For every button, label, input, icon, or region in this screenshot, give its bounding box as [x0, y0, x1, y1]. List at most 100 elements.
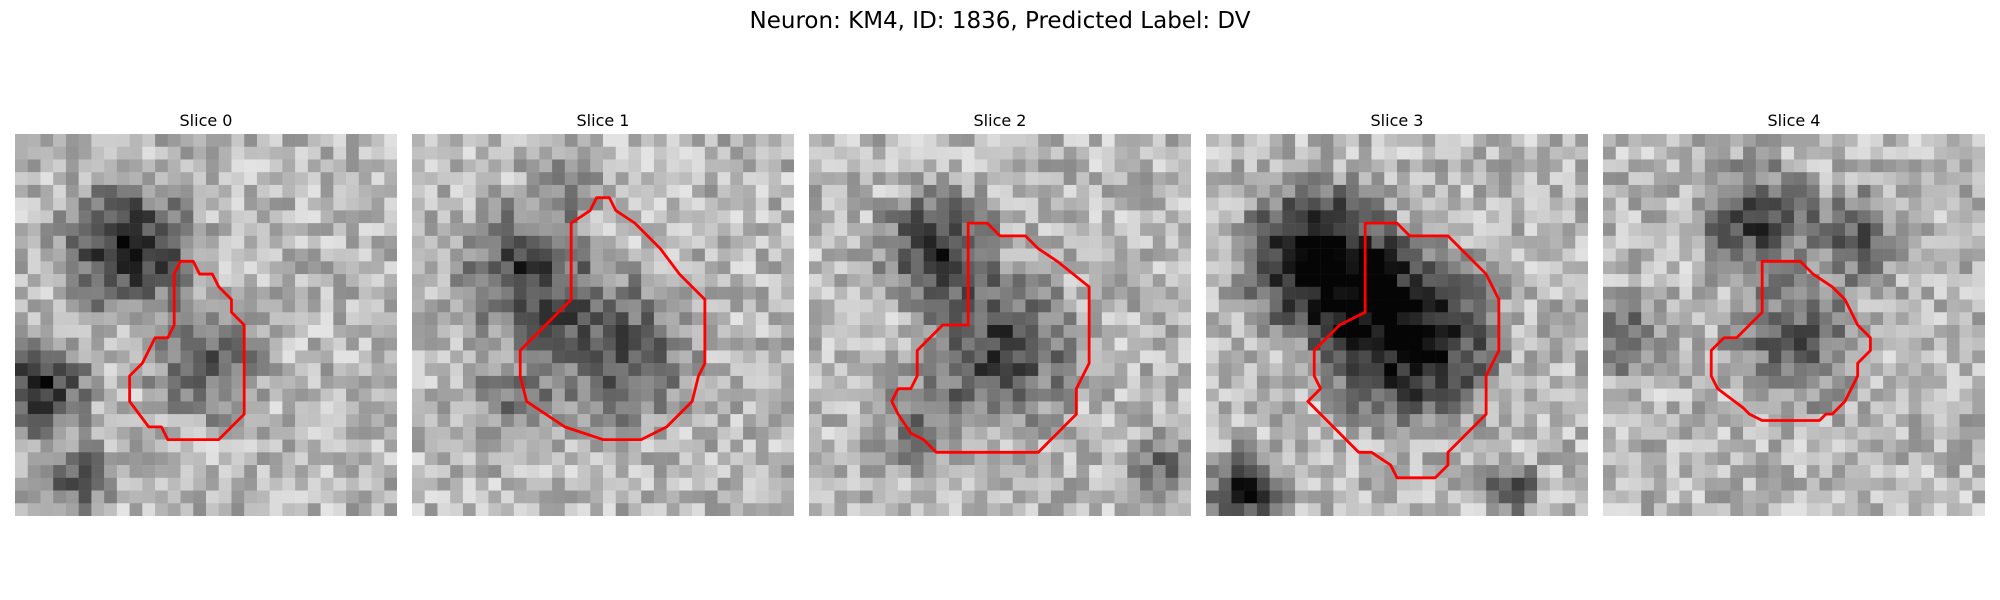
pixel	[1244, 439, 1258, 453]
pixel	[1063, 134, 1077, 147]
pixel	[768, 210, 782, 224]
pixel	[1000, 375, 1013, 389]
pixel	[1666, 286, 1680, 300]
pixel	[539, 134, 553, 147]
pixel	[295, 426, 309, 440]
pixel	[679, 146, 693, 160]
pixel	[424, 337, 438, 351]
pixel	[1178, 375, 1191, 389]
pixel	[1333, 414, 1347, 428]
pixel	[859, 184, 873, 198]
pixel	[628, 414, 642, 428]
pixel	[526, 350, 540, 364]
pixel	[1946, 172, 1960, 186]
pixel	[1844, 401, 1858, 415]
pixel	[872, 439, 886, 453]
pixel	[256, 477, 270, 491]
pixel	[1435, 490, 1449, 504]
pixel	[603, 312, 616, 326]
pixel	[1743, 172, 1757, 186]
pixel	[679, 210, 693, 224]
pixel	[1959, 184, 1973, 198]
pixel	[872, 299, 886, 313]
pixel	[412, 210, 425, 224]
pixel	[437, 401, 451, 415]
pixel	[704, 159, 718, 173]
pixel	[1549, 184, 1563, 198]
pixel	[1498, 439, 1512, 453]
pixel	[424, 490, 438, 504]
pixel	[320, 210, 334, 224]
pixel	[615, 146, 629, 160]
pixel	[1768, 375, 1782, 389]
pixel	[1704, 210, 1718, 224]
pixel	[768, 414, 782, 428]
pixel	[437, 261, 451, 275]
pixel	[1641, 248, 1655, 262]
pixel	[269, 261, 283, 275]
pixel	[1025, 375, 1039, 389]
pixel	[781, 350, 794, 364]
pixel	[1628, 465, 1642, 479]
pixel	[1435, 426, 1449, 440]
pixel	[1473, 197, 1487, 211]
pixel	[1946, 274, 1960, 288]
pixel	[1358, 465, 1372, 479]
pixel	[949, 235, 963, 249]
pixel	[1218, 337, 1232, 351]
pixel	[1781, 325, 1795, 338]
pixel	[437, 210, 451, 224]
pixel	[1486, 235, 1500, 249]
pixel	[27, 299, 41, 313]
pixel	[539, 477, 553, 491]
pixel	[40, 261, 54, 275]
pixel	[834, 375, 848, 389]
pixel	[1460, 312, 1474, 326]
pixel	[231, 159, 245, 173]
pixel	[859, 490, 873, 504]
pixel	[295, 452, 309, 466]
pixel	[1549, 426, 1563, 440]
pixel	[1295, 197, 1309, 211]
pixel	[15, 477, 28, 491]
pixel	[974, 426, 988, 440]
pixel	[1140, 197, 1154, 211]
pixel	[1511, 337, 1525, 351]
pixel	[1320, 197, 1334, 211]
pixel	[1628, 184, 1642, 198]
pixel	[1819, 465, 1833, 479]
pixel	[885, 223, 899, 237]
pixel	[1063, 375, 1077, 389]
pixel	[1435, 503, 1449, 516]
pixel	[834, 388, 848, 402]
pixel	[40, 426, 54, 440]
pixel	[1972, 172, 1985, 186]
pixel	[1012, 363, 1026, 377]
pixel	[1743, 197, 1757, 211]
pixel	[180, 363, 194, 377]
pixel	[910, 223, 924, 237]
pixel	[256, 490, 270, 504]
pixel	[1666, 261, 1680, 275]
pixel	[384, 363, 397, 377]
pixel	[666, 235, 680, 249]
pixel	[1371, 375, 1385, 389]
pixel	[1244, 325, 1258, 338]
pixel	[730, 414, 744, 428]
pixel	[1244, 223, 1258, 237]
pixel	[936, 184, 950, 198]
pixel	[821, 286, 835, 300]
pixel	[244, 184, 258, 198]
pixel	[1562, 261, 1576, 275]
pixel	[847, 439, 861, 453]
pixel	[1819, 312, 1833, 326]
pixel	[949, 325, 963, 338]
pixel	[1537, 503, 1551, 516]
pixel	[834, 350, 848, 364]
pixel	[1282, 337, 1296, 351]
pixel	[424, 452, 438, 466]
pixel	[898, 439, 912, 453]
pixel	[1165, 325, 1179, 338]
pixel	[1781, 337, 1795, 351]
pixel	[641, 325, 655, 338]
